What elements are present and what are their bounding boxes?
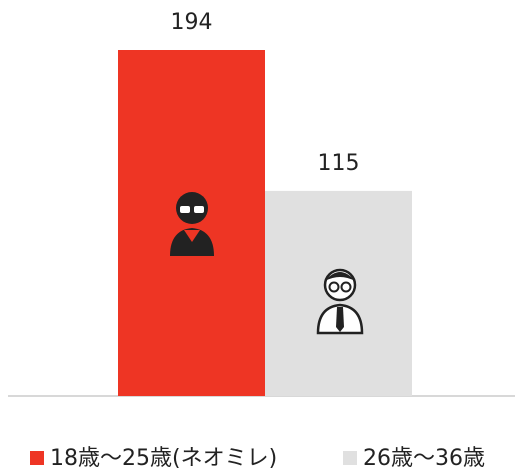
bars [118,50,412,396]
legend-swatch [343,451,357,465]
legend-swatch [30,451,44,465]
data-label: 115 [318,151,360,176]
young-person-icon [170,192,214,256]
legend-label: 26歳〜36歳 [363,446,485,470]
legend-label: 18歳〜25歳(ネオミレ) [50,446,277,470]
data-label: 194 [171,10,213,35]
adult-person-icon [316,268,364,335]
